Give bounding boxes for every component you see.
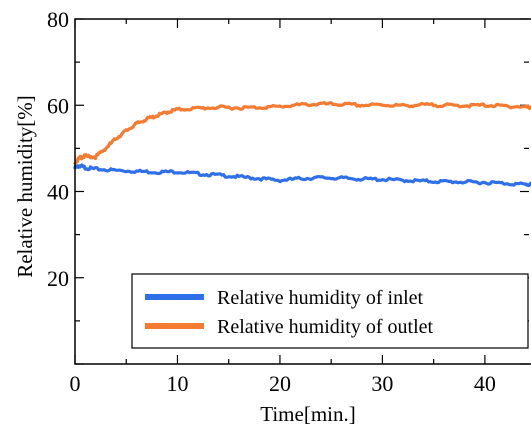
legend-label-inlet: Relative humidity of inlet (217, 287, 424, 309)
x-axis-title: Time[min.] (260, 402, 355, 426)
y-tick-label: 80 (47, 7, 69, 32)
x-tick-label: 10 (166, 371, 188, 396)
y-tick-label: 40 (47, 180, 69, 205)
y-axis-title: Relative humidity[%] (13, 95, 37, 278)
legend: Relative humidity of inlet Relative humi… (131, 273, 529, 349)
tick-labels: 0 10 20 30 40 20 40 60 80 (47, 7, 496, 396)
series-line-outlet (73, 101, 531, 166)
x-tick-label: 40 (474, 371, 496, 396)
series-layer (73, 101, 531, 188)
x-tick-label: 0 (70, 371, 81, 396)
x-tick-label: 30 (371, 371, 393, 396)
plot-frame (74, 18, 531, 365)
legend-box (131, 273, 529, 349)
series-line-inlet (73, 163, 531, 188)
y-tick-label: 60 (47, 93, 69, 118)
legend-label-outlet: Relative humidity of outlet (217, 316, 434, 338)
x-tick-label: 20 (269, 371, 291, 396)
y-tick-label: 20 (47, 266, 69, 291)
tick-marks (74, 18, 529, 365)
